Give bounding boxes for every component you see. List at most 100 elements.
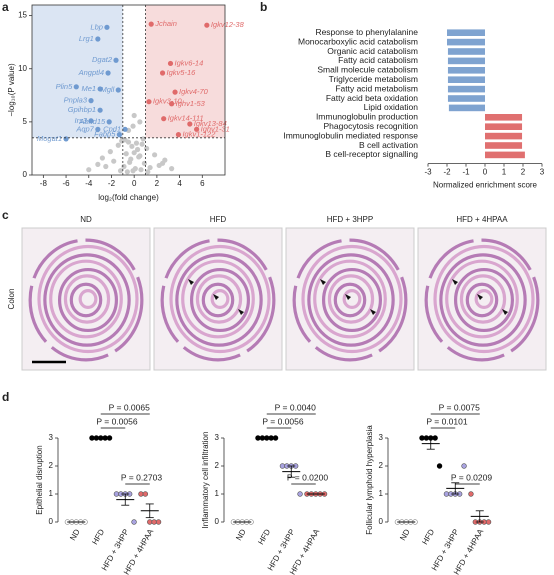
point-bg bbox=[145, 169, 151, 175]
point-bg bbox=[137, 119, 143, 125]
y-axis-label: Epithelial disruption bbox=[35, 445, 44, 514]
point bbox=[159, 70, 166, 76]
dot bbox=[468, 491, 474, 497]
point bbox=[122, 126, 128, 132]
point bbox=[63, 136, 69, 142]
category-label: Phagocytosis recognition bbox=[323, 121, 418, 131]
point-bg bbox=[115, 142, 121, 148]
histology-image bbox=[153, 227, 283, 371]
y-tick-label: 10 bbox=[18, 64, 27, 73]
y-tick-label: 2 bbox=[379, 461, 384, 470]
dot bbox=[419, 435, 425, 441]
tissue-ring bbox=[292, 238, 408, 362]
point-bg bbox=[103, 163, 109, 170]
point bbox=[187, 121, 193, 127]
dot bbox=[131, 519, 137, 525]
point-bg bbox=[133, 140, 140, 146]
x-tick-label: 3 bbox=[540, 168, 545, 177]
gene-label: Fabp5 bbox=[94, 130, 116, 139]
y-tick-label: 2 bbox=[215, 461, 220, 470]
x-tick-label: 2 bbox=[155, 179, 160, 188]
tissue-ring bbox=[342, 289, 362, 310]
gene-label: Igkv5-16 bbox=[167, 68, 197, 77]
tissue-ring bbox=[445, 259, 519, 339]
dot bbox=[279, 463, 286, 469]
gene-label: Me1 bbox=[82, 84, 97, 93]
point bbox=[95, 36, 101, 42]
point bbox=[115, 87, 121, 93]
gene-label: Irs3 bbox=[75, 116, 88, 125]
gene-label: Plin5 bbox=[56, 82, 74, 91]
x-tick-label: -2 bbox=[108, 179, 116, 188]
panel-letter: d bbox=[2, 390, 9, 404]
tissue-ring bbox=[37, 244, 139, 354]
tissue-ring bbox=[160, 238, 276, 362]
point bbox=[88, 118, 94, 124]
point bbox=[167, 60, 174, 67]
category-label: Response to phenylalanine bbox=[315, 27, 418, 37]
point-bg bbox=[111, 158, 117, 164]
tissue-ring bbox=[189, 267, 251, 333]
point bbox=[97, 86, 103, 92]
y-tick-label: 2 bbox=[49, 461, 54, 470]
point-bg bbox=[130, 123, 136, 129]
bar bbox=[485, 123, 523, 130]
gene-label: Mgll bbox=[101, 85, 115, 94]
plot-frame bbox=[31, 4, 226, 176]
point bbox=[106, 119, 112, 125]
point bbox=[116, 132, 123, 138]
bar bbox=[447, 38, 485, 46]
point-bg bbox=[147, 164, 153, 171]
arrowhead bbox=[320, 279, 326, 285]
tissue-ring bbox=[78, 289, 98, 310]
dot bbox=[147, 519, 153, 525]
panel-letter: a bbox=[2, 0, 9, 14]
category-label: Fatty acid beta oxidation bbox=[326, 93, 418, 103]
dot bbox=[443, 491, 450, 497]
dot bbox=[436, 463, 443, 469]
gene-label: Igkv3-10 bbox=[153, 97, 183, 106]
histology-image bbox=[21, 227, 151, 371]
tissue-ring bbox=[307, 253, 395, 347]
arrowhead bbox=[370, 309, 376, 315]
tissue-ring bbox=[439, 253, 527, 347]
point bbox=[73, 84, 79, 90]
tissue-ring bbox=[453, 267, 515, 333]
arrowhead bbox=[238, 309, 244, 315]
arrowhead bbox=[213, 294, 219, 300]
point bbox=[88, 98, 94, 104]
p-value: P = 0.0209 bbox=[451, 472, 492, 482]
y-tick-label: 0 bbox=[215, 517, 220, 526]
x-tick-label: -2 bbox=[443, 168, 451, 177]
point-bg bbox=[124, 169, 130, 175]
dot bbox=[485, 519, 492, 525]
tissue-ring bbox=[313, 259, 387, 339]
point bbox=[161, 116, 167, 122]
bar bbox=[485, 114, 523, 121]
y-axis-label: Inflammatory cell infiltration bbox=[201, 432, 210, 529]
x-tick-label: -3 bbox=[424, 168, 432, 177]
group-label: HFD + 4HPAA bbox=[456, 215, 508, 224]
point-bg bbox=[127, 159, 133, 165]
category-label: Triglyceride metabolism bbox=[329, 74, 418, 84]
gene-label: Igkv12-38 bbox=[211, 20, 245, 29]
group-label: HFD + 3HPP bbox=[327, 215, 373, 224]
point-bg bbox=[138, 167, 144, 173]
point-bg bbox=[132, 166, 138, 172]
panel-letter: b bbox=[260, 0, 267, 14]
x-tick-label: 6 bbox=[200, 179, 205, 188]
point-bg bbox=[169, 166, 175, 172]
x-tick-label: ND bbox=[234, 527, 248, 542]
histology-image bbox=[285, 227, 415, 371]
gene-label: Cpd1 bbox=[103, 124, 121, 133]
tissue-ring bbox=[69, 282, 103, 318]
point-bg bbox=[123, 151, 129, 157]
point bbox=[105, 70, 111, 76]
gene-label: Jchain bbox=[154, 19, 177, 28]
point bbox=[97, 107, 103, 113]
point bbox=[175, 132, 182, 138]
gene-label: Igkv13-84 bbox=[194, 119, 227, 128]
arrowhead bbox=[452, 279, 458, 285]
x-tick-label: HFD bbox=[256, 527, 272, 546]
